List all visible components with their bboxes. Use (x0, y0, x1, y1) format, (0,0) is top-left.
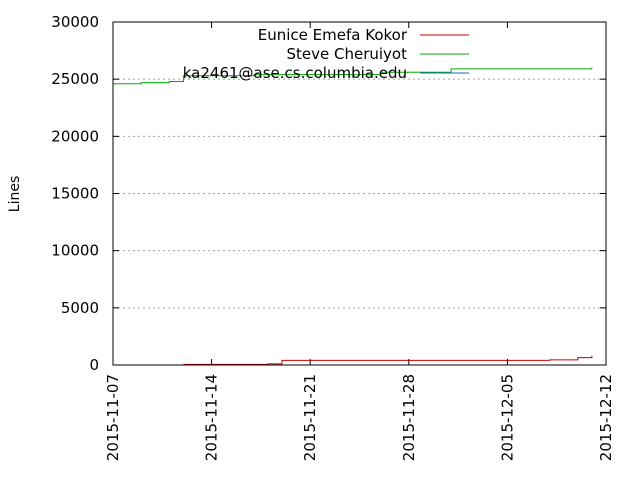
y-tick-label: 25000 (51, 70, 99, 88)
legend-label: Steve Cheruiyot (287, 45, 408, 63)
y-tick-label: 15000 (51, 185, 99, 203)
x-tick-label: 2015-11-14 (203, 374, 221, 461)
legend-label: ka2461@ase.cs.columbia.edu (183, 64, 407, 82)
grid-lines (113, 78, 606, 309)
x-axis-ticks: 2015-11-07 2015-11-14 2015-11-21 2015-11-28… (104, 22, 615, 461)
y-axis-ticks: 0 5000 10000 15000 20000 25000 30000 (51, 13, 606, 374)
x-tick-label: 2015-11-21 (301, 374, 319, 461)
y-tick-label: 0 (89, 356, 99, 374)
x-tick-label: 2015-11-28 (400, 374, 418, 461)
y-tick-label: 30000 (51, 13, 99, 31)
x-tick-label: 2015-12-05 (498, 374, 516, 461)
series-line-1 (183, 355, 593, 365)
x-tick-label: 2015-11-07 (104, 374, 122, 461)
x-tick-label: 2015-12-12 (597, 374, 615, 461)
series-line-2 (113, 67, 593, 85)
y-tick-label: 5000 (61, 299, 99, 317)
y-tick-label: 20000 (51, 127, 99, 145)
y-axis-label: Lines (7, 176, 23, 212)
legend-label: Eunice Emefa Kokor (258, 26, 408, 44)
y-tick-label: 10000 (51, 242, 99, 260)
series-lines (113, 67, 593, 365)
